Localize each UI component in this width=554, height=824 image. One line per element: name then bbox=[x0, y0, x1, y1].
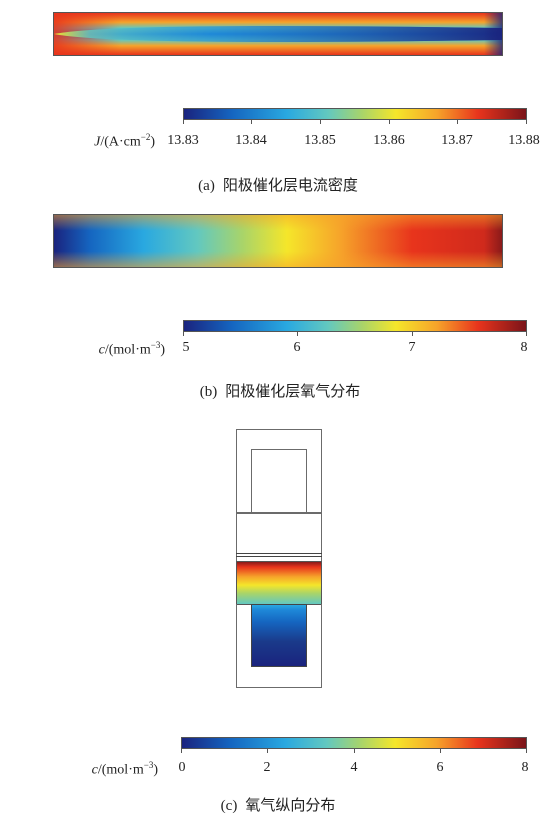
colorbar-c-tick bbox=[181, 749, 182, 753]
colorbar-a bbox=[183, 108, 527, 120]
colorbar-b-tick bbox=[412, 332, 413, 336]
colorbar-c-tick-label: 6 bbox=[436, 760, 444, 775]
colorbar-c-tick bbox=[526, 749, 527, 753]
lower-block bbox=[236, 604, 322, 688]
colorbar-c-tick-label: 4 bbox=[350, 760, 358, 775]
colorbar-b-tick bbox=[526, 332, 527, 336]
oxygen-catalyst-map bbox=[54, 215, 502, 267]
colorbar-a-tick bbox=[251, 120, 252, 124]
colorbar-c-tick bbox=[354, 749, 355, 753]
colorbar-c-tick bbox=[267, 749, 268, 753]
colorbar-c-tick-label: 8 bbox=[521, 760, 529, 775]
upper-channel bbox=[251, 449, 307, 513]
caption-b: (b) 阳极催化层氧气分布 bbox=[199, 382, 361, 400]
colorbar-a-tick bbox=[183, 120, 184, 124]
oxygen-vertical-field bbox=[236, 561, 322, 605]
colorbar-c-tick-label: 2 bbox=[263, 760, 271, 775]
colorbar-a-tick-label: 13.85 bbox=[304, 133, 336, 148]
colorbar-a-tick-label: 13.86 bbox=[373, 133, 405, 148]
colorbar-a-tick-label: 13.88 bbox=[508, 133, 540, 148]
colorbar-b-unit: c/(mol·m−3) bbox=[98, 340, 165, 358]
colorbar-b-tick-label: 6 bbox=[293, 340, 301, 355]
colorbar-b-tick-label: 8 bbox=[520, 340, 528, 355]
colorbar-c-tick bbox=[440, 749, 441, 753]
caption-a: (a) 阳极催化层电流密度 bbox=[198, 176, 358, 194]
upper-block-divider bbox=[236, 512, 322, 514]
oxygen-catalyst-field bbox=[53, 214, 503, 268]
colorbar-a-tick-label: 13.83 bbox=[167, 133, 199, 148]
colorbar-a-tick-label: 13.87 bbox=[441, 133, 473, 148]
membrane-line bbox=[236, 553, 322, 557]
colorbar-b-tick-label: 7 bbox=[408, 340, 416, 355]
colorbar-b bbox=[183, 320, 527, 332]
colorbar-a-tick bbox=[320, 120, 321, 124]
colorbar-b-tick-label: 5 bbox=[182, 340, 190, 355]
colorbar-c bbox=[181, 737, 527, 749]
caption-c: (c) 氧气纵向分布 bbox=[220, 796, 336, 814]
colorbar-a-tick-label: 13.84 bbox=[235, 133, 267, 148]
colorbar-c-unit: c/(mol·m−3) bbox=[91, 760, 158, 778]
current-density-field bbox=[53, 12, 503, 56]
lower-channel-field bbox=[251, 604, 307, 667]
colorbar-a-tick bbox=[457, 120, 458, 124]
oxygen-vertical-map bbox=[237, 562, 321, 604]
current-density-map bbox=[54, 13, 502, 55]
colorbar-a-tick bbox=[389, 120, 390, 124]
colorbar-c-tick-label: 0 bbox=[178, 760, 186, 775]
colorbar-a-unit: J/(A·cm−2) bbox=[94, 132, 155, 150]
colorbar-b-tick bbox=[297, 332, 298, 336]
colorbar-b-tick bbox=[183, 332, 184, 336]
colorbar-a-tick bbox=[526, 120, 527, 124]
